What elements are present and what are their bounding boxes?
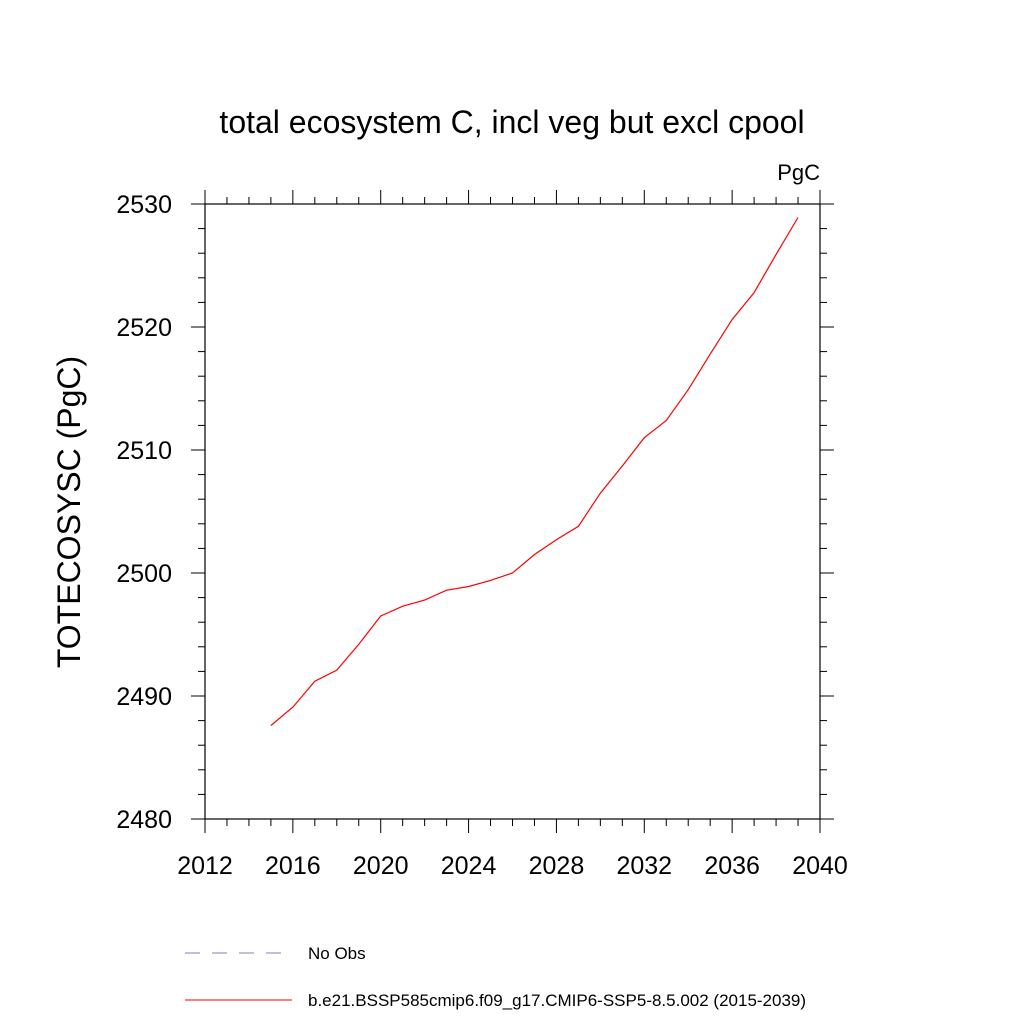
y-tick-labels: 2480 2490 2500 2510 2520 2530 — [116, 191, 172, 834]
y-tick-label: 2490 — [116, 683, 172, 711]
y-tick-label: 2480 — [116, 806, 172, 834]
x-tick-labels: 2012 2016 2020 2024 2028 2032 2036 2040 — [177, 852, 848, 880]
chart-title: total ecosystem C, incl veg but excl cpo… — [219, 104, 804, 140]
x-tick-label: 2016 — [265, 852, 321, 880]
x-tick-label: 2028 — [529, 852, 585, 880]
plot-frame — [204, 203, 821, 820]
legend-label: b.e21.BSSP585cmip6.f09_g17.CMIP6-SSP5-8.… — [308, 991, 806, 1010]
x-tick-label: 2020 — [353, 852, 409, 880]
y-tick-label: 2500 — [116, 560, 172, 588]
x-tick-label: 2012 — [177, 852, 233, 880]
units-label: PgC — [777, 160, 820, 185]
series-layer — [270, 217, 799, 726]
x-tick-label: 2036 — [704, 852, 760, 880]
legend: No Obs b.e21.BSSP585cmip6.f09_g17.CMIP6-S… — [185, 944, 806, 1010]
legend-label: No Obs — [308, 944, 366, 963]
series-line — [270, 217, 799, 726]
y-axis-title: TOTECOSYSC (PgC) — [51, 356, 87, 668]
x-tick-label: 2040 — [792, 852, 848, 880]
x-tick-label: 2032 — [616, 852, 672, 880]
axis-ticks — [191, 190, 834, 833]
y-tick-label: 2510 — [116, 437, 172, 465]
x-tick-label: 2024 — [441, 852, 497, 880]
y-tick-label: 2520 — [116, 314, 172, 342]
y-tick-label: 2530 — [116, 191, 172, 219]
